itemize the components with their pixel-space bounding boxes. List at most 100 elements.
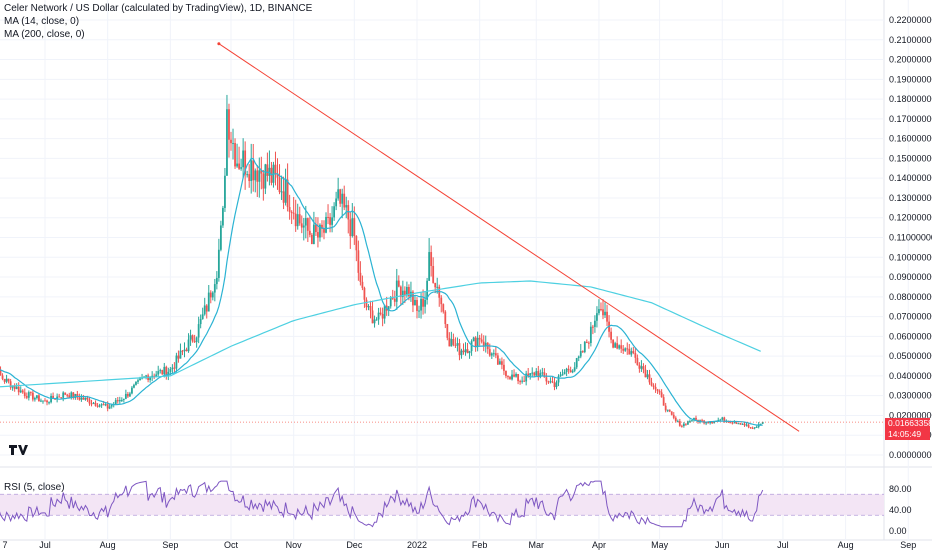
candle-body [602, 309, 604, 316]
candle-body [444, 311, 447, 325]
price-tick-label: 0.11000000 [889, 233, 932, 243]
legend-ma200: MA (200, close, 0) [4, 29, 85, 40]
candle-body [511, 374, 513, 380]
candle-body [191, 335, 194, 342]
candle-body [145, 375, 147, 377]
candle-body [203, 305, 206, 315]
candle-body [397, 280, 400, 287]
candle-body [54, 398, 57, 400]
candle-body [7, 378, 10, 382]
candle-body [193, 341, 196, 343]
time-tick-label: Mar [529, 540, 545, 550]
price-tick-label: 0.17000000 [889, 114, 932, 124]
candle-body [494, 353, 497, 356]
candle-body [288, 207, 291, 212]
candle-body [15, 386, 18, 389]
candle-body [100, 404, 103, 406]
candle-body [42, 400, 44, 402]
candle-body [274, 164, 277, 174]
candle-body [594, 320, 596, 327]
candle-body [695, 417, 697, 420]
candle-body [646, 374, 649, 378]
candle-body [458, 343, 461, 356]
tradingview-logo-icon[interactable] [8, 442, 30, 456]
candle-body [133, 384, 135, 388]
candle-body [596, 313, 598, 321]
candle-body [676, 421, 679, 423]
candle-body [525, 373, 528, 382]
time-tick-label: Feb [472, 540, 488, 550]
candle-body [707, 422, 710, 424]
candle-body [66, 394, 69, 396]
candle-body [88, 399, 91, 404]
candle-body [211, 292, 214, 298]
candle-body [337, 189, 340, 199]
chart-title: Celer Network / US Dollar (calculated by… [4, 3, 313, 14]
candle-body [349, 219, 352, 237]
candle-body [531, 372, 534, 374]
candle-body [571, 370, 574, 373]
candle-body [347, 205, 350, 220]
candle-body [496, 355, 499, 365]
candle-body [371, 310, 374, 324]
candle-body [476, 337, 479, 347]
ma14-line [0, 157, 763, 426]
candle-body [262, 173, 265, 189]
candle-body [353, 218, 356, 237]
rsi-tick-label: 0.00 [889, 526, 907, 536]
candle-body [108, 406, 111, 409]
candle-body [446, 324, 449, 338]
candle-body [541, 372, 544, 374]
candle-body [300, 223, 303, 228]
candle-body [315, 224, 317, 233]
candle-body [741, 423, 744, 425]
candle-body [482, 341, 485, 347]
legend-rsi: RSI (5, close) [4, 482, 65, 493]
candle-body [644, 369, 647, 378]
candle-body [391, 297, 394, 299]
trendline [218, 43, 800, 432]
candle-body [171, 367, 174, 370]
candle-body [432, 266, 435, 283]
candle-body [610, 331, 612, 340]
candle-body [52, 395, 54, 399]
candle-body [428, 252, 431, 281]
candle-body [721, 417, 724, 420]
candle-body [454, 344, 457, 346]
price-tick-label: 0.20000000 [889, 55, 932, 65]
candle-body [422, 298, 424, 307]
candle-body [373, 319, 376, 324]
candle-body [470, 341, 473, 352]
candle-body [565, 368, 568, 373]
candle-body [501, 361, 503, 365]
candle-body [250, 160, 253, 182]
candle-body [416, 299, 418, 311]
candle-body [513, 374, 515, 377]
candle-body [628, 348, 631, 355]
candle-body [21, 390, 24, 393]
candle-body [490, 353, 493, 356]
candle-body [589, 326, 592, 344]
candle-body [282, 191, 285, 203]
candle-body [183, 349, 186, 352]
candle-body [442, 304, 445, 312]
candle-body [713, 421, 716, 424]
rsi-pane[interactable] [0, 480, 884, 528]
candle-body [424, 299, 426, 307]
candle-body [1, 375, 4, 379]
last-price-tag: 0.01663358 14:05:49 [885, 418, 932, 440]
candle-body [557, 376, 560, 383]
candle-body [106, 404, 109, 409]
candle-body [634, 353, 637, 358]
candle-body [583, 341, 586, 353]
candle-body [151, 375, 154, 377]
price-pane[interactable] [0, 42, 884, 432]
candle-body [472, 337, 475, 342]
candle-body [102, 404, 105, 406]
candle-body [310, 234, 313, 245]
time-tick-label: Aug [838, 540, 854, 550]
candle-body [687, 421, 689, 425]
price-tick-label: 0.04000000 [889, 371, 932, 381]
candle-body [680, 425, 683, 427]
